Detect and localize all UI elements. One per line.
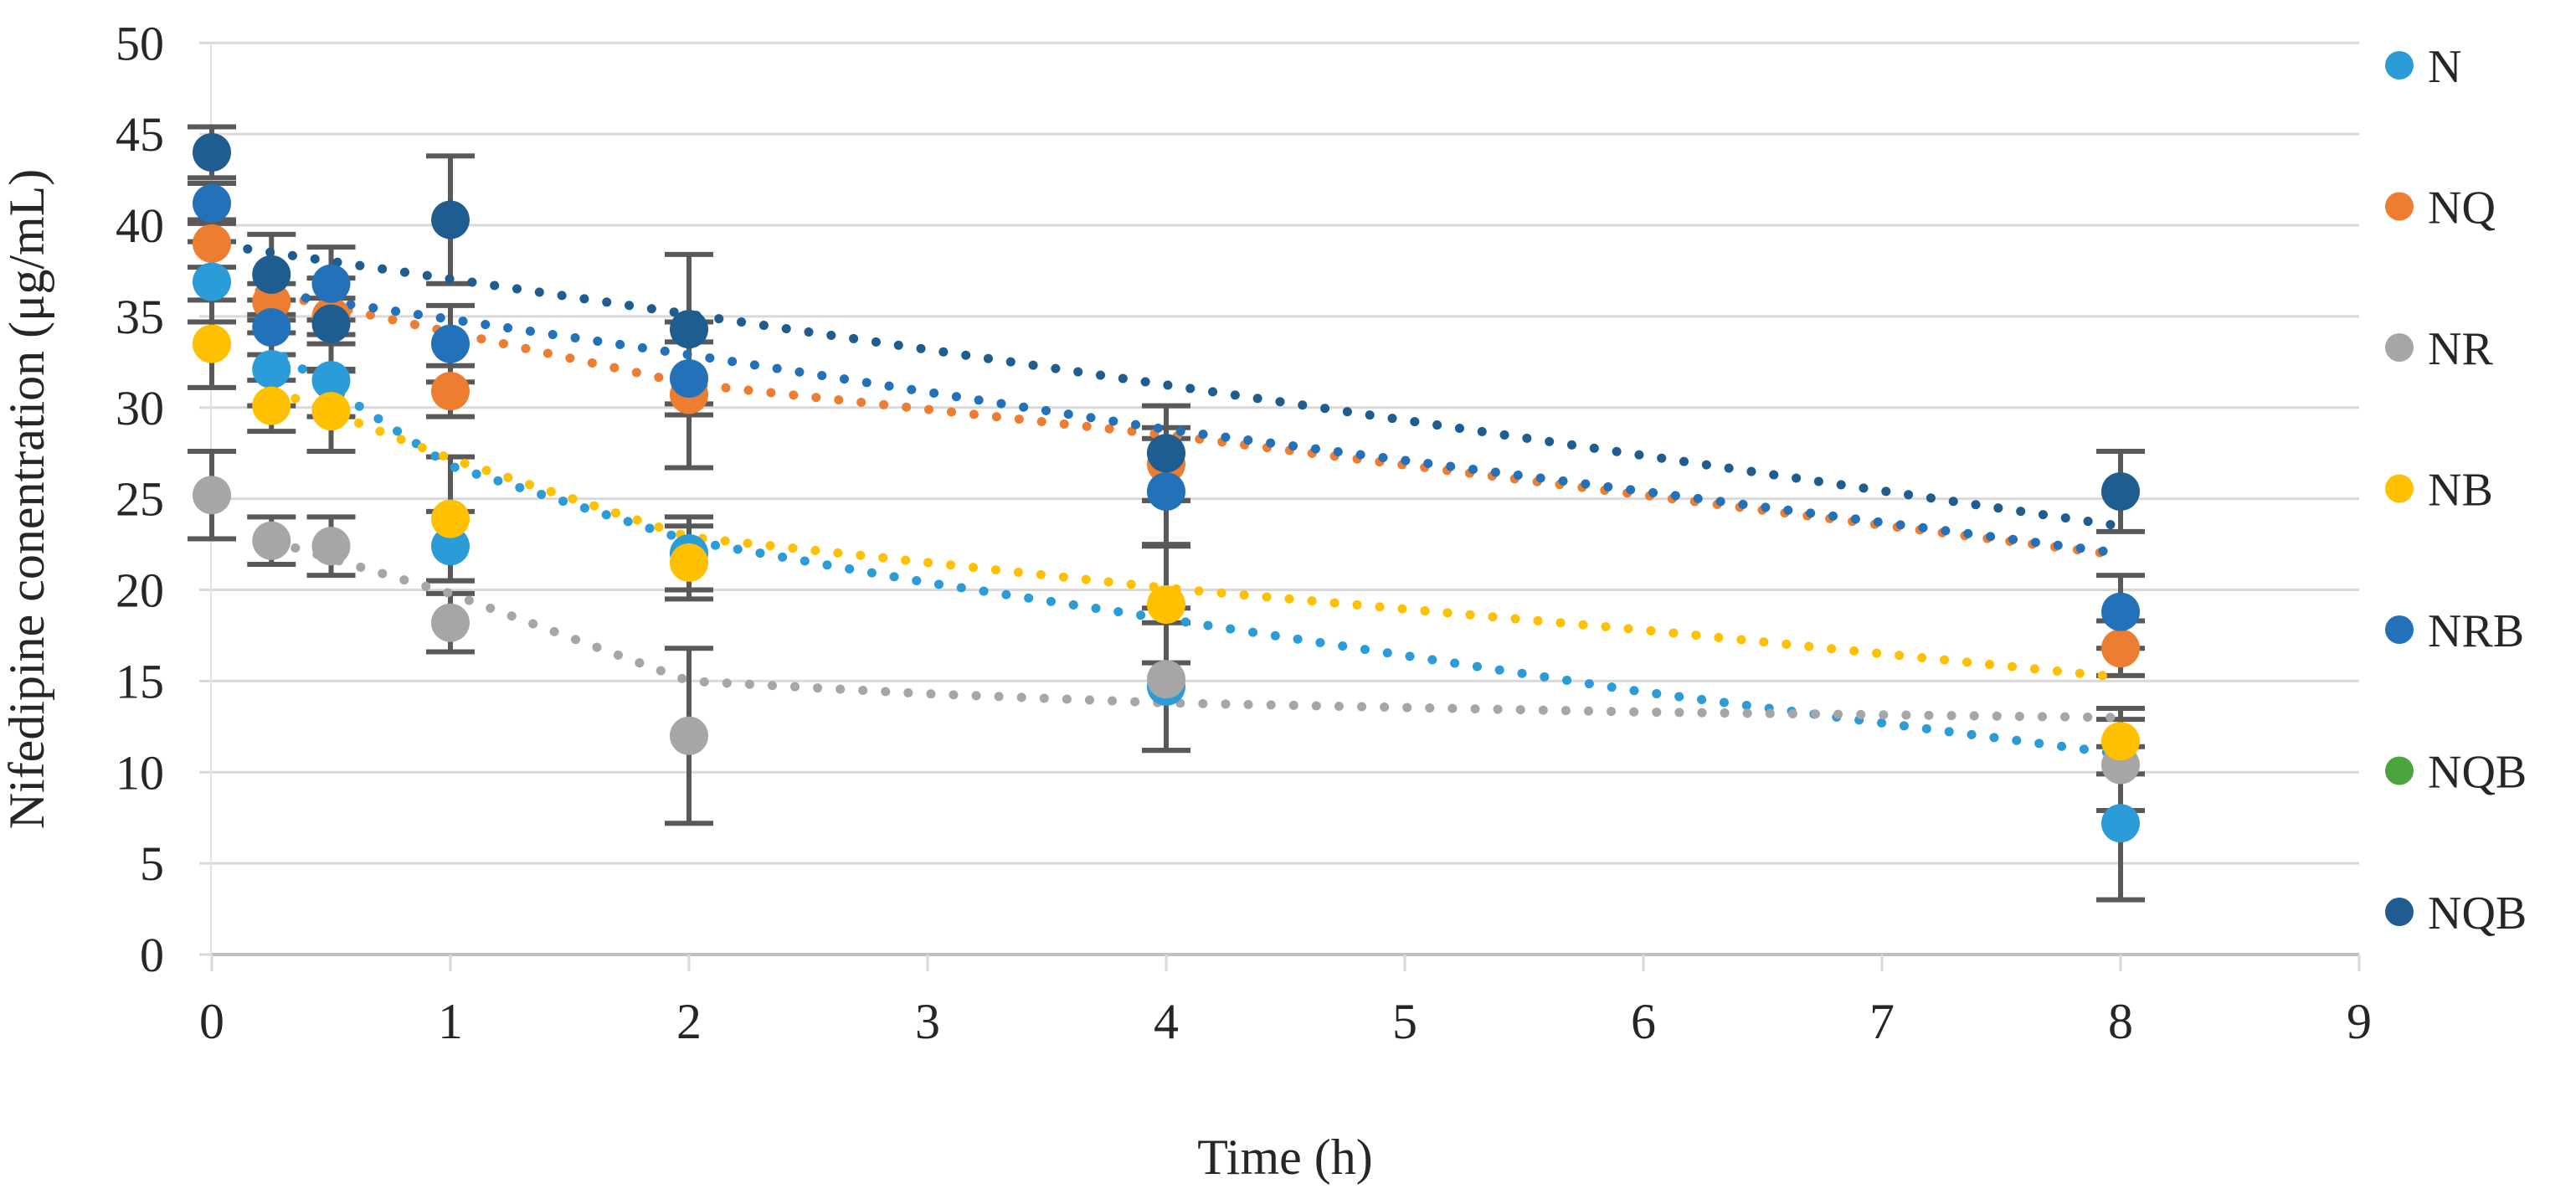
legend-label-NRB: NRB bbox=[2428, 605, 2524, 657]
data-point-NRB bbox=[193, 183, 231, 223]
legend-label-NQB: NQB bbox=[2428, 888, 2527, 939]
trend-line-NB bbox=[291, 394, 2126, 682]
legend-item-NQ: NQ bbox=[2385, 183, 2496, 234]
y-axis-title: Nifedipine conentration (μg/mL) bbox=[0, 169, 54, 830]
data-point-NB bbox=[252, 386, 291, 425]
data-point-N bbox=[252, 350, 291, 389]
legend-item-N: N bbox=[2385, 41, 2461, 93]
legend-marker-NR bbox=[2385, 333, 2414, 362]
y-tick-label: 10 bbox=[116, 745, 164, 800]
trend-lines bbox=[243, 244, 2126, 759]
x-tick-label: 9 bbox=[2347, 994, 2372, 1049]
x-axis-title: Time (h) bbox=[1197, 1130, 1372, 1185]
data-point-NR bbox=[252, 521, 291, 560]
data-point-NB bbox=[2101, 722, 2140, 761]
y-tick-label: 20 bbox=[116, 564, 164, 618]
legend-label-NQ: NQ bbox=[2428, 183, 2496, 234]
legend-marker-NB bbox=[2385, 474, 2414, 503]
x-tick-label: 6 bbox=[1631, 994, 1656, 1049]
x-tick-label: 7 bbox=[1869, 994, 1895, 1049]
x-tick-label: 4 bbox=[1154, 994, 1179, 1049]
gridlines bbox=[211, 41, 2359, 865]
y-tick-label: 25 bbox=[116, 472, 164, 527]
data-point-NR bbox=[1147, 660, 1185, 699]
y-tick-label: 30 bbox=[116, 381, 164, 435]
y-tick-label: 35 bbox=[116, 290, 164, 344]
x-tick-label: 5 bbox=[1392, 994, 1417, 1049]
data-point-NQ bbox=[431, 372, 470, 411]
data-point-NB bbox=[193, 324, 231, 363]
data-point-NB bbox=[1147, 584, 1185, 624]
data-point-NRB bbox=[252, 307, 291, 347]
legend-label-NB: NB bbox=[2428, 465, 2493, 517]
legend-marker-NQB bbox=[2385, 898, 2414, 926]
trend-line-NR bbox=[291, 543, 2126, 723]
legend-label-NR: NR bbox=[2428, 323, 2493, 375]
data-point-NRB bbox=[2101, 592, 2140, 631]
trend-line-NQ bbox=[255, 286, 2126, 560]
data-point-NQB bbox=[252, 255, 291, 294]
data-point-NB bbox=[311, 392, 351, 431]
y-tick-label: 5 bbox=[140, 836, 164, 891]
data-point-NRB bbox=[431, 324, 470, 363]
data-point-NRB bbox=[670, 358, 708, 398]
legend-item-NQB: NQB bbox=[2385, 747, 2527, 799]
data-point-NQB bbox=[311, 304, 351, 343]
data-point-N bbox=[2101, 804, 2140, 843]
error-bars bbox=[188, 124, 2145, 903]
data-point-NR bbox=[193, 476, 231, 515]
data-point-N bbox=[311, 361, 351, 400]
data-point-NQB bbox=[1147, 434, 1185, 473]
x-tick-label: 2 bbox=[676, 994, 702, 1049]
data-point-NB bbox=[431, 499, 470, 538]
legend-item-NR: NR bbox=[2385, 323, 2493, 375]
x-tick-label: 8 bbox=[2108, 994, 2133, 1049]
data-point-NQB bbox=[670, 310, 708, 349]
legend-item-NB: NB bbox=[2385, 465, 2493, 517]
legend-marker-NQB bbox=[2385, 756, 2414, 785]
data-point-N bbox=[193, 262, 231, 301]
data-point-NQB bbox=[431, 200, 470, 239]
y-tick-label: 50 bbox=[116, 16, 164, 70]
data-point-NQ bbox=[2101, 629, 2140, 668]
y-tick-label: 0 bbox=[140, 928, 164, 982]
legend-marker-N bbox=[2385, 51, 2414, 80]
trend-line-NQB bbox=[243, 244, 2126, 531]
data-point-NB bbox=[670, 543, 708, 582]
legend-label-N: N bbox=[2428, 41, 2461, 93]
data-point-NR bbox=[431, 603, 470, 642]
legend-item-NQB: NQB bbox=[2385, 888, 2527, 939]
legend: N NQ NR NB NRB NQB NQB bbox=[2385, 41, 2527, 939]
data-point-NRB bbox=[311, 264, 351, 303]
legend-marker-NRB bbox=[2385, 615, 2414, 644]
legend-label-NQB: NQB bbox=[2428, 747, 2527, 799]
axes bbox=[199, 41, 2361, 971]
trend-line-NRB bbox=[279, 290, 2126, 558]
data-point-N bbox=[431, 527, 470, 566]
data-point-NQB bbox=[2101, 471, 2140, 511]
x-tick-label: 3 bbox=[915, 994, 940, 1049]
data-point-NR bbox=[311, 527, 351, 566]
data-points bbox=[193, 132, 2140, 843]
y-tick-label: 40 bbox=[116, 198, 164, 253]
legend-item-NRB: NRB bbox=[2385, 605, 2524, 657]
x-tick-label: 1 bbox=[438, 994, 463, 1049]
y-tick-label: 45 bbox=[116, 107, 164, 162]
data-point-NRB bbox=[1147, 471, 1185, 511]
legend-marker-NQ bbox=[2385, 192, 2414, 221]
y-tick-label: 15 bbox=[116, 654, 164, 708]
x-tick-label: 0 bbox=[199, 994, 224, 1049]
trend-line-N bbox=[279, 352, 2126, 759]
data-point-NR bbox=[670, 716, 708, 755]
data-point-NQB bbox=[193, 132, 231, 172]
data-point-NQ bbox=[193, 224, 231, 263]
